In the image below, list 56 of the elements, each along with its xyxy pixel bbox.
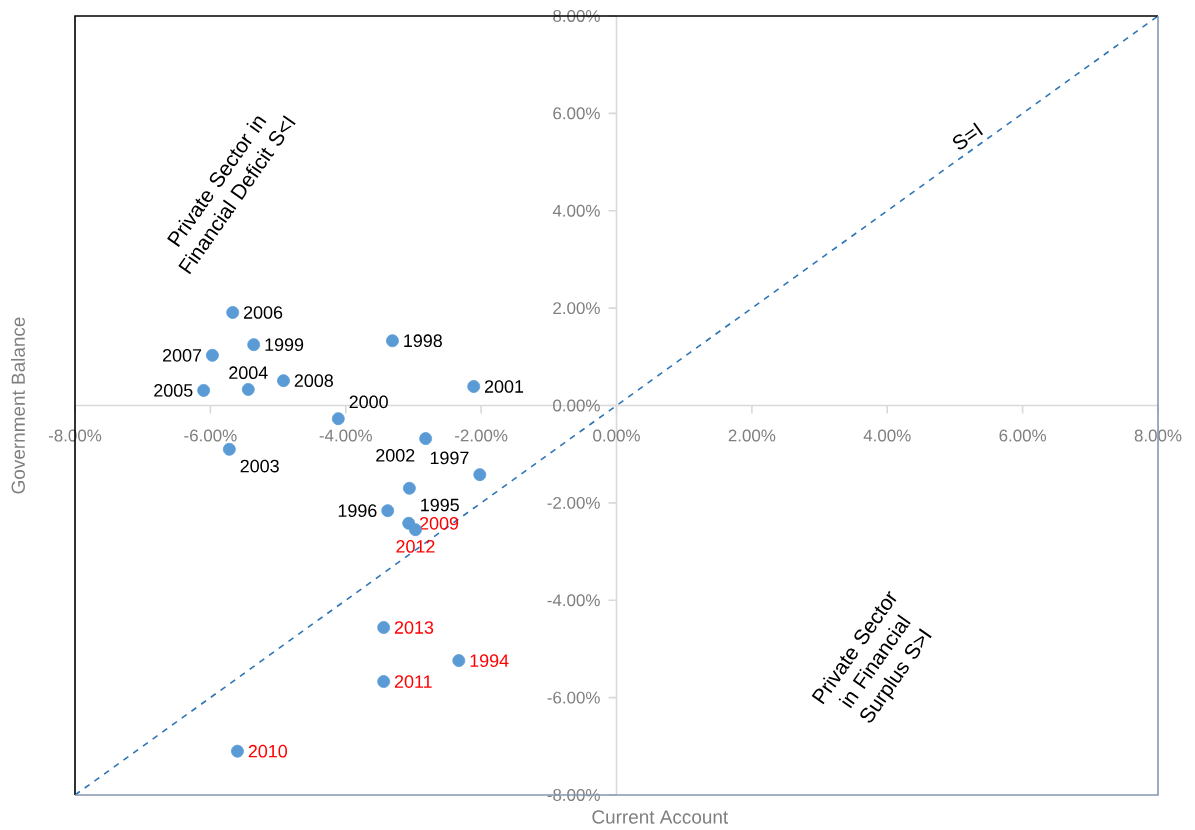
y-tick-label: 6.00% [553, 107, 600, 120]
annotation: 2005 [154, 384, 193, 397]
point [331, 412, 345, 426]
y-axis-title: Government Balance [11, 317, 25, 494]
point [419, 432, 433, 445]
annotation: 2011 [394, 675, 432, 688]
point [452, 654, 466, 668]
x-tick-label: 0.00% [593, 429, 640, 442]
x-tick-label: 6.00% [999, 429, 1047, 442]
annotation: 2000 [349, 395, 388, 409]
x-tick-label: 2.00% [728, 429, 776, 442]
point [231, 744, 244, 758]
y-tick-label: 0.00% [553, 399, 600, 412]
y-tick-label: -4.00% [547, 594, 600, 607]
point [226, 306, 240, 319]
point [197, 384, 211, 397]
annotation: 1995 [421, 498, 459, 512]
annotation: 1996 [338, 504, 377, 518]
annotation: 2013 [394, 621, 434, 634]
point [377, 675, 391, 688]
point [386, 334, 399, 348]
annotation: 2002 [376, 448, 415, 462]
point [467, 380, 481, 393]
x-tick-label: 4.00% [863, 429, 911, 442]
annotation: 2004 [229, 366, 268, 380]
x-tick-label: -4.00% [319, 429, 372, 442]
point [381, 504, 395, 518]
annotation: S=I [952, 122, 984, 150]
point [473, 468, 487, 482]
annotation: 2009 [420, 516, 459, 530]
annotation: 2010 [248, 744, 288, 758]
point [277, 374, 290, 388]
point [222, 442, 236, 456]
annotation: 1998 [404, 334, 442, 348]
annotation: 1997 [430, 451, 469, 465]
y-tick-label: 4.00% [552, 204, 600, 217]
y-tick-label: 2.00% [553, 302, 600, 315]
annotation: 2006 [244, 306, 283, 319]
annotation: 1994 [470, 654, 509, 667]
point [402, 481, 416, 495]
x-tick-label: -2.00% [455, 429, 508, 442]
point [409, 523, 422, 537]
x-axis-title: Current Account [592, 810, 729, 824]
y-tick-label: -6.00% [547, 691, 600, 704]
annotation: 1999 [265, 338, 304, 351]
annotation: 2001 [484, 380, 524, 393]
annotation: 2003 [240, 459, 279, 473]
point [206, 348, 219, 362]
annotation: 2008 [294, 374, 333, 388]
point [377, 621, 391, 634]
annotation: 2007 [163, 348, 202, 362]
point [247, 338, 261, 352]
annotation: 2012 [396, 540, 435, 553]
y-tick-label: -2.00% [547, 496, 600, 509]
point [241, 383, 255, 396]
x-tick-label: -6.00% [184, 429, 237, 442]
